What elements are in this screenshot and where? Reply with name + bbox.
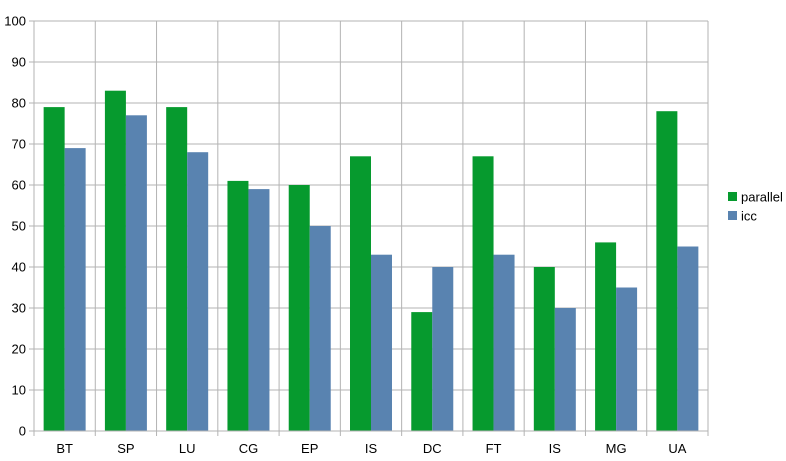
y-tick-label: 100: [4, 14, 26, 29]
legend-label-parallel: parallel: [741, 190, 783, 205]
bar-icc-dc: [432, 267, 454, 431]
y-axis-ticks: 0 10 20 30 40 50 60 70 80 90 100: [4, 14, 34, 439]
bars: [43, 90, 699, 432]
bar-parallel-is: [533, 267, 555, 431]
y-tick-label: 50: [12, 219, 26, 234]
bar-icc-is: [554, 308, 576, 431]
y-tick-label: 10: [12, 383, 26, 398]
bar-icc-ep: [309, 226, 331, 431]
bar-icc-sp: [125, 115, 147, 432]
bar-parallel-dc: [411, 312, 433, 431]
x-tick-label: DC: [423, 441, 442, 456]
bar-icc-lu: [187, 152, 209, 431]
legend: parallel icc: [728, 190, 783, 224]
bar-parallel-ep: [288, 185, 310, 431]
bar-icc-ft: [493, 254, 515, 431]
bar-icc-is: [371, 254, 392, 431]
x-tick-label: UA: [668, 441, 686, 456]
x-tick-label: IS: [365, 441, 378, 456]
bar-icc-bt: [64, 148, 86, 431]
legend-label-icc: icc: [741, 209, 757, 224]
x-tick-label: BT: [56, 441, 73, 456]
bar-parallel-lu: [166, 107, 188, 431]
bar-icc-cg: [248, 189, 270, 431]
bar-icc-ua: [677, 246, 699, 431]
y-tick-label: 40: [12, 260, 26, 275]
bar-parallel-ft: [472, 156, 494, 432]
bar-parallel-bt: [43, 107, 65, 431]
y-tick-label: 0: [19, 424, 26, 439]
x-tick-label: SP: [117, 441, 134, 456]
bar-icc-mg: [616, 287, 638, 431]
bar-parallel-ua: [656, 111, 678, 431]
legend-swatch-icc: [728, 211, 737, 220]
x-tick-label: EP: [301, 441, 318, 456]
y-tick-label: 90: [12, 55, 26, 70]
x-tick-label: IS: [549, 441, 562, 456]
bar-parallel-is: [350, 156, 371, 432]
bar-parallel-mg: [595, 242, 617, 431]
x-tick-label: FT: [486, 441, 502, 456]
y-tick-label: 80: [12, 96, 26, 111]
x-tick-label: LU: [179, 441, 196, 456]
bar-parallel-sp: [104, 90, 126, 431]
x-tick-label: MG: [606, 441, 627, 456]
x-axis-ticks: BT SP LU CG EP IS DC FT IS MG UA: [33, 431, 709, 456]
x-tick-label: CG: [239, 441, 259, 456]
y-tick-label: 60: [12, 178, 26, 193]
y-tick-label: 70: [12, 137, 26, 152]
legend-swatch-parallel: [728, 192, 737, 201]
bar-parallel-cg: [227, 180, 249, 431]
y-tick-label: 20: [12, 342, 26, 357]
y-tick-label: 30: [12, 301, 26, 316]
